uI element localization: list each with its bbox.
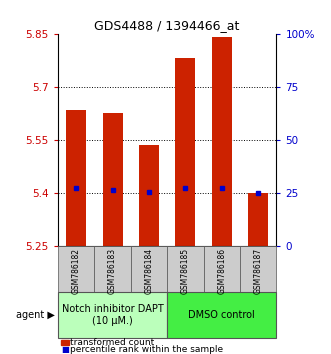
Text: transformed count: transformed count [70,338,155,347]
Text: Notch inhibitor DAPT
(10 μM.): Notch inhibitor DAPT (10 μM.) [62,304,164,326]
Bar [139,145,159,246]
Text: GSM786185: GSM786185 [181,248,190,294]
Bar [175,58,195,246]
Bar [66,110,86,246]
Bar [212,37,232,246]
Text: GSM786182: GSM786182 [71,248,81,294]
Text: ■: ■ [61,345,69,354]
Title: GDS4488 / 1394466_at: GDS4488 / 1394466_at [94,19,240,33]
Bar [103,113,122,246]
Text: GSM786184: GSM786184 [144,248,154,294]
Text: GSM786186: GSM786186 [217,248,226,294]
Text: GSM786187: GSM786187 [254,248,263,294]
Text: DMSO control: DMSO control [188,310,255,320]
Text: agent ▶: agent ▶ [16,310,55,320]
Text: GSM786183: GSM786183 [108,248,117,294]
Text: percentile rank within the sample: percentile rank within the sample [70,345,223,354]
Bar [248,193,268,246]
